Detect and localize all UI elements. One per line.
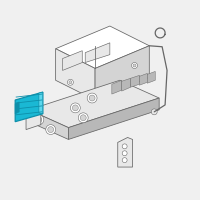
Polygon shape bbox=[112, 80, 122, 94]
Polygon shape bbox=[29, 80, 159, 128]
Polygon shape bbox=[15, 102, 19, 114]
Circle shape bbox=[48, 127, 54, 133]
Circle shape bbox=[87, 93, 97, 103]
Circle shape bbox=[78, 113, 88, 123]
Circle shape bbox=[36, 117, 42, 123]
Circle shape bbox=[122, 144, 127, 149]
Polygon shape bbox=[63, 51, 82, 70]
Circle shape bbox=[133, 64, 136, 67]
Polygon shape bbox=[39, 92, 43, 114]
Circle shape bbox=[151, 109, 157, 115]
Polygon shape bbox=[68, 98, 159, 139]
Polygon shape bbox=[95, 46, 149, 100]
Polygon shape bbox=[85, 43, 110, 63]
Circle shape bbox=[46, 125, 56, 135]
Polygon shape bbox=[147, 71, 155, 83]
Polygon shape bbox=[29, 110, 68, 139]
Circle shape bbox=[72, 105, 78, 111]
Circle shape bbox=[34, 115, 44, 125]
Polygon shape bbox=[15, 92, 43, 122]
Polygon shape bbox=[139, 73, 147, 85]
Circle shape bbox=[122, 158, 127, 163]
Circle shape bbox=[67, 79, 73, 85]
Polygon shape bbox=[56, 26, 149, 68]
Circle shape bbox=[89, 95, 95, 101]
Polygon shape bbox=[26, 112, 41, 130]
Circle shape bbox=[122, 151, 127, 156]
Polygon shape bbox=[131, 75, 139, 87]
Circle shape bbox=[69, 81, 72, 84]
Circle shape bbox=[132, 63, 137, 68]
Polygon shape bbox=[56, 49, 95, 100]
Circle shape bbox=[70, 103, 80, 113]
Polygon shape bbox=[118, 137, 133, 167]
Polygon shape bbox=[122, 78, 131, 91]
Circle shape bbox=[80, 115, 86, 121]
